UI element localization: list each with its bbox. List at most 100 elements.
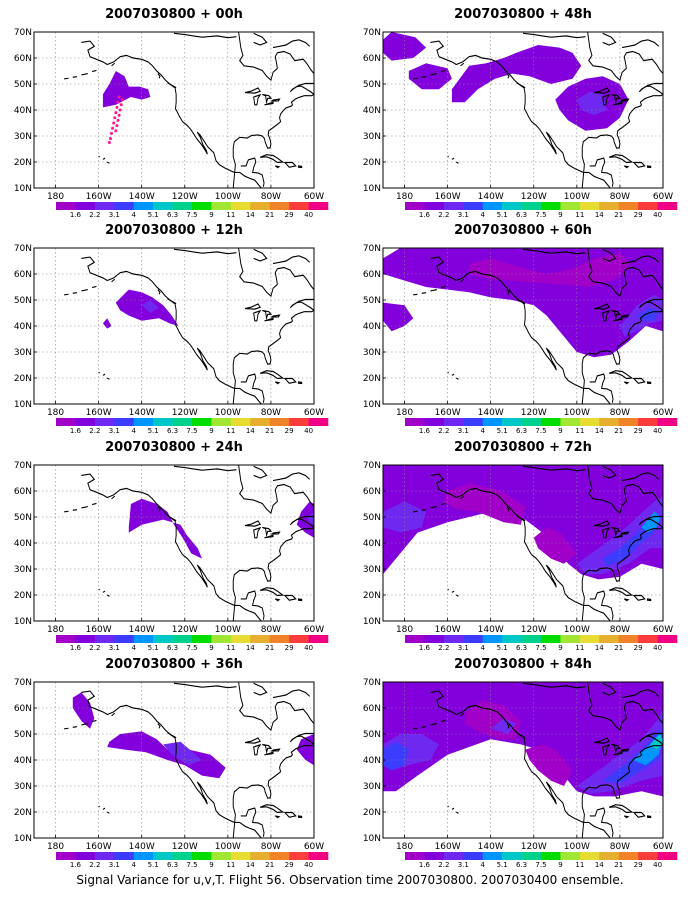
colorbar-swatch: [250, 635, 271, 643]
lon-tick-label: 160W: [435, 192, 461, 202]
lon-tick-label: 120W: [172, 192, 198, 202]
colorbar-swatch: [638, 202, 658, 210]
colorbar-swatch: [579, 418, 600, 426]
panel-title: 2007030800 + 24h: [105, 440, 243, 455]
colorbar-swatch: [521, 418, 542, 426]
lon-tick-label: 120W: [521, 625, 547, 635]
lat-tick-label: 30N: [14, 132, 32, 142]
colorbar-label: 21: [614, 427, 623, 435]
colorbar-swatch: [133, 635, 154, 643]
colorbar-label: 1.6: [419, 211, 431, 219]
colorbar-swatch: [618, 418, 639, 426]
colorbar-label: 14: [246, 861, 255, 869]
colorbar-label: 1.6: [70, 861, 82, 869]
colorbar-label: 1.6: [419, 644, 431, 652]
colorbar-swatch: [424, 852, 445, 860]
colorbar-swatch: [502, 202, 522, 210]
variance-region: [141, 300, 159, 313]
colorbar-label: 3.1: [109, 861, 120, 869]
colorbar-label: 6.3: [516, 861, 527, 869]
colorbar-swatch: [172, 202, 193, 210]
panel-title: 2007030800 + 84h: [454, 657, 592, 672]
lat-tick-label: 50N: [14, 296, 32, 306]
lat-tick-label: 40N: [363, 756, 381, 766]
map-area: [383, 32, 663, 188]
colorbar-swatch: [114, 418, 135, 426]
lon-tick-label: 120W: [172, 408, 198, 418]
panel-title: 2007030800 + 00h: [105, 7, 243, 22]
colorbar-swatch: [211, 852, 232, 860]
colorbar-swatch: [153, 418, 173, 426]
colorbar-swatch: [560, 202, 581, 210]
lat-tick-label: 70N: [363, 244, 381, 254]
colorbar-label: 7.5: [186, 427, 197, 435]
map-panel-p36: 2007030800 + 36h 10N 20N 30N 40N 50N 60N 70N 180…: [14, 657, 329, 869]
track-point: [114, 111, 118, 115]
track-point: [112, 121, 116, 125]
lat-tick-label: 20N: [14, 158, 32, 168]
colorbar-label: 4: [131, 211, 136, 219]
lon-tick-label: 100W: [215, 192, 241, 202]
lat-tick-label: 70N: [363, 678, 381, 688]
colorbar: 1.6 2.2 3.1 4 5.1 6.3 7.5 9 11 14 21 29 40: [56, 418, 329, 435]
lat-tick-label: 30N: [363, 565, 381, 575]
colorbar-swatch: [657, 852, 678, 860]
colorbar-swatch: [211, 202, 232, 210]
lon-tick-label: 140W: [129, 192, 155, 202]
lat-tick-label: 60N: [14, 487, 32, 497]
lon-tick-label: 80W: [261, 408, 281, 418]
colorbar-label: 4: [480, 644, 485, 652]
lat-tick-label: 70N: [363, 28, 381, 38]
lon-tick-label: 160W: [86, 408, 112, 418]
colorbar-swatch: [114, 852, 135, 860]
colorbar-label: 11: [575, 861, 584, 869]
colorbar-label: 7.5: [535, 644, 546, 652]
colorbar-swatch: [153, 852, 173, 860]
lat-tick-label: 70N: [14, 461, 32, 471]
lon-tick-label: 180: [396, 192, 413, 202]
lat-tick-label: 20N: [363, 591, 381, 601]
colorbar-swatch: [405, 635, 425, 643]
lat-tick-label: 40N: [363, 106, 381, 116]
lat-tick-label: 40N: [363, 539, 381, 549]
colorbar-swatch: [521, 202, 542, 210]
colorbar-label: 9: [209, 644, 213, 652]
colorbar-swatch: [56, 418, 76, 426]
colorbar: 1.6 2.2 3.1 4 5.1 6.3 7.5 9 11 14 21 29 40: [56, 852, 329, 869]
lon-tick-label: 140W: [478, 842, 504, 852]
panel-title: 2007030800 + 60h: [454, 223, 592, 238]
lon-tick-label: 100W: [564, 842, 590, 852]
lon-tick-label: 60W: [304, 192, 324, 202]
colorbar-label: 11: [226, 644, 235, 652]
flight-track: [107, 95, 124, 144]
colorbar-label: 21: [614, 861, 623, 869]
lon-tick-label: 60W: [653, 192, 673, 202]
colorbar-swatch: [579, 635, 600, 643]
colorbar-label: 29: [634, 211, 643, 219]
lat-tick-label: 10N: [363, 617, 381, 627]
colorbar-swatch: [56, 635, 76, 643]
colorbar-swatch: [114, 202, 135, 210]
lat-tick-label: 20N: [363, 374, 381, 384]
panel-title: 2007030800 + 72h: [454, 440, 592, 455]
lat-tick-label: 10N: [363, 834, 381, 844]
colorbar-swatch: [502, 418, 522, 426]
colorbar-label: 21: [265, 211, 274, 219]
colorbar-label: 6.3: [167, 644, 178, 652]
variance-region: [107, 731, 226, 779]
colorbar-swatch: [638, 852, 658, 860]
colorbar-label: 29: [285, 861, 294, 869]
lon-tick-label: 140W: [478, 192, 504, 202]
map-panel-p84: 2007030800 + 84h 10N 20N 30N 40N 50N 60N 70N 180…: [363, 657, 678, 869]
lat-tick-label: 20N: [363, 158, 381, 168]
colorbar-swatch: [443, 635, 464, 643]
colorbar-label: 5.1: [148, 644, 159, 652]
colorbar-swatch: [250, 852, 271, 860]
colorbar-swatch: [289, 418, 309, 426]
track-point: [110, 131, 114, 135]
map-area: [34, 32, 314, 188]
map-area: [383, 465, 663, 621]
lon-tick-label: 60W: [304, 842, 324, 852]
colorbar-label: 40: [304, 211, 313, 219]
colorbar-label: 4: [480, 211, 485, 219]
